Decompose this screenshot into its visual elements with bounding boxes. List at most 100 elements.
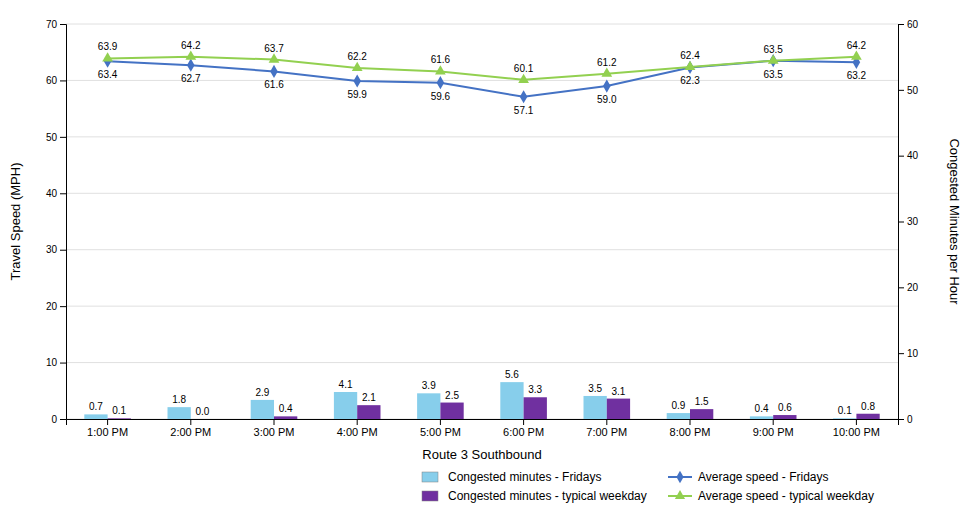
data-label: 3.9 [422,380,436,391]
marker [603,79,611,92]
marker [520,90,528,103]
data-label: 0.9 [671,400,685,411]
tick-mark [60,80,66,81]
legend-item: Congested minutes - typical weekday [422,489,647,503]
bar [417,393,440,419]
data-label: 0.4 [755,403,769,414]
grid-line [66,136,898,137]
tick-label: 6:00 PM [503,426,544,438]
legend-swatch [422,472,438,482]
tick: 5:00 PM [420,419,461,438]
data-label: 63.7 [264,43,284,54]
x-axis: 1:00 PM2:00 PM3:00 PM4:00 PM5:00 PM6:00 … [67,419,899,438]
data-label: 63.2 [847,70,867,81]
bar [108,418,131,419]
bar [168,407,191,419]
tick: 10:00 PM [833,419,880,438]
legend-label: Congested minutes - Fridays [448,470,601,484]
tick: 10 [898,348,919,359]
tick-label: 70 [46,19,58,30]
plot: 01020304050607001020304050601:00 PM2:00 … [8,19,962,503]
tick-mark [690,419,691,425]
tick-label: 10 [46,357,58,368]
bar [584,396,607,419]
tick: 10 [46,357,66,368]
tick-label: 30 [46,244,58,255]
legend-marker [676,471,683,483]
line-series [104,54,860,103]
tick-mark [898,353,904,354]
legend-label: Congested minutes - typical weekday [448,489,647,503]
tick: 60 [898,19,919,30]
bar-series [108,397,880,419]
marker [270,65,278,78]
marker [352,62,363,71]
data-label: 63.9 [98,41,118,52]
tick: 40 [898,150,919,161]
data-label: 63.4 [98,69,118,80]
axis-line [899,25,905,420]
legend-swatch [422,491,438,501]
marker [353,74,361,87]
legend-item: Congested minutes - Fridays [422,470,601,484]
y-axis: 010203040506070 [46,19,67,425]
tick-label: 5:00 PM [420,426,461,438]
data-label: 59.0 [597,94,617,105]
data-label: 0.0 [195,406,209,417]
line [108,61,857,97]
tick-mark [107,419,108,425]
tick-label: 3:00 PM [254,426,295,438]
data-label: 1.8 [172,394,186,405]
data-labels: 0.71.82.94.13.95.63.50.90.40.10.10.00.42… [89,40,875,417]
tick-mark [440,419,441,425]
tick: 6:00 PM [503,419,544,438]
tick-mark [60,363,66,364]
marker [851,51,862,60]
grid-line [66,193,898,194]
data-label: 62.3 [680,75,700,86]
tick: 0 [898,414,913,425]
tick-mark [60,137,66,138]
marker [685,61,696,70]
legend-item: Average speed - typical weekday [668,489,874,503]
tick: 2:00 PM [170,419,211,438]
tick-mark [606,419,607,425]
bar [500,382,523,419]
tick-label: 40 [46,188,58,199]
tick-label: 20 [46,301,58,312]
tick-mark [898,90,904,91]
bar [607,399,630,419]
tick-label: 50 [46,132,58,143]
bar [191,419,214,420]
legend-label: Average speed - typical weekday [698,489,874,503]
tick-label: 10:00 PM [833,426,880,438]
tick-label: 0 [51,414,57,425]
data-label: 0.6 [778,402,792,413]
data-label: 62.2 [347,51,367,62]
data-label: 0.1 [838,405,852,416]
marker [768,54,779,63]
data-label: 0.1 [112,405,126,416]
tick: 4:00 PM [337,419,378,438]
data-label: 1.5 [695,396,709,407]
bar [524,397,547,419]
grid [66,24,898,419]
axis-line [60,25,67,420]
data-label: 4.1 [339,379,353,390]
tick-mark [60,419,66,420]
data-label: 3.1 [611,386,625,397]
tick: 50 [46,132,66,143]
legend-item: Average speed - Fridays [668,470,829,484]
bar [440,403,463,419]
data-label: 0.7 [89,401,103,412]
data-label: 2.9 [255,387,269,398]
marker [102,52,113,61]
tick-mark [898,156,904,157]
chart: 01020304050607001020304050601:00 PM2:00 … [0,0,974,525]
bar [334,392,357,419]
data-label: 61.2 [597,57,617,68]
tick-mark [190,419,191,425]
tick-mark [60,193,66,194]
data-label: 64.2 [847,40,867,51]
bar [856,414,879,419]
